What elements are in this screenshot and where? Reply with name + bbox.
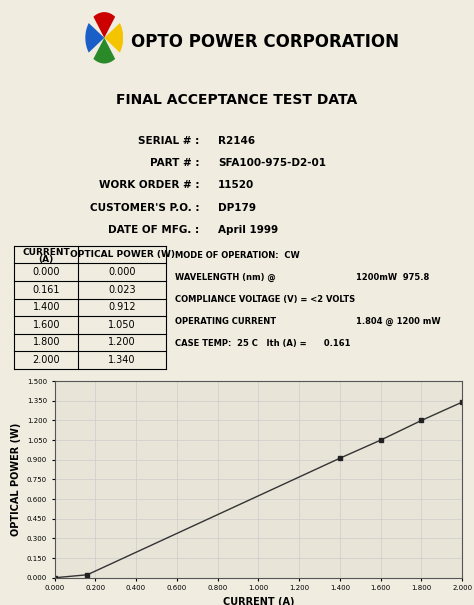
Wedge shape [93,38,115,64]
Text: DP179: DP179 [218,203,256,213]
Text: (A): (A) [38,255,54,264]
Text: 0.023: 0.023 [108,285,136,295]
Y-axis label: OPTICAL POWER (W): OPTICAL POWER (W) [11,423,21,536]
Text: 0.000: 0.000 [32,267,60,277]
Text: 1.200: 1.200 [108,338,136,347]
Text: CUSTOMER'S P.O. :: CUSTOMER'S P.O. : [90,203,199,213]
Text: MODE OF OPERATION:  CW: MODE OF OPERATION: CW [175,250,300,260]
Text: OPERATING CURRENT: OPERATING CURRENT [175,317,276,326]
Text: PART # :: PART # : [150,158,199,168]
Text: 1.340: 1.340 [108,355,136,365]
Text: 1.050: 1.050 [108,320,136,330]
Text: FINAL ACCEPTANCE TEST DATA: FINAL ACCEPTANCE TEST DATA [117,93,357,107]
Text: 1.804 @ 1200 mW: 1.804 @ 1200 mW [356,317,440,326]
Text: CASE TEMP:  25 C   Ith (A) =      0.161: CASE TEMP: 25 C Ith (A) = 0.161 [175,339,351,348]
Text: 1200mW  975.8: 1200mW 975.8 [356,273,429,281]
Text: 0.161: 0.161 [32,285,60,295]
X-axis label: CURRENT (A): CURRENT (A) [223,597,294,605]
Wedge shape [104,23,123,53]
Text: 1.400: 1.400 [32,302,60,312]
Text: 0.000: 0.000 [108,267,136,277]
Text: SERIAL # :: SERIAL # : [138,136,199,146]
Text: WAVELENGTH (nm) @: WAVELENGTH (nm) @ [175,272,276,282]
Text: April 1999: April 1999 [218,225,278,235]
Text: 0.912: 0.912 [108,302,136,312]
Text: DATE OF MFG. :: DATE OF MFG. : [108,225,199,235]
Text: COMPLIANCE VOLTAGE (V) = <2 VOLTS: COMPLIANCE VOLTAGE (V) = <2 VOLTS [175,295,356,304]
Text: 1.600: 1.600 [32,320,60,330]
Text: 11520: 11520 [218,180,254,191]
Wedge shape [93,12,115,38]
Text: 1.800: 1.800 [32,338,60,347]
Text: R2146: R2146 [218,136,255,146]
Text: SFA100-975-D2-01: SFA100-975-D2-01 [218,158,326,168]
Text: 2.000: 2.000 [32,355,60,365]
Text: CURRENT: CURRENT [22,247,70,257]
Wedge shape [85,23,104,53]
Text: OPTICAL POWER (W): OPTICAL POWER (W) [70,250,174,259]
Text: OPTO POWER CORPORATION: OPTO POWER CORPORATION [131,33,400,51]
Text: WORK ORDER # :: WORK ORDER # : [99,180,199,191]
